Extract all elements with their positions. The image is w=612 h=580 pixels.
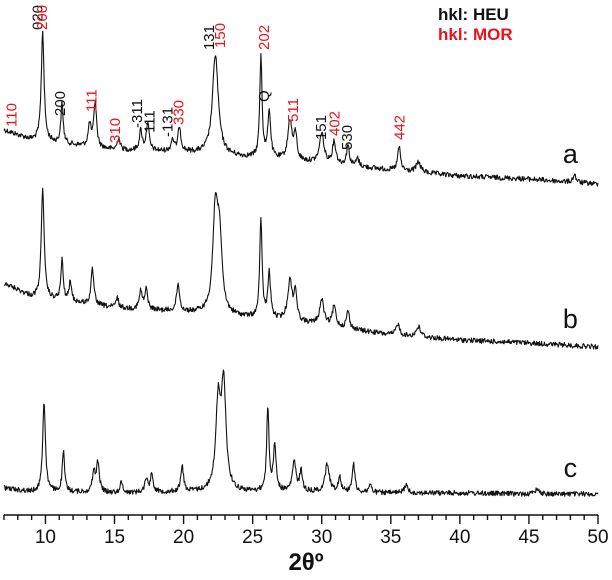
hkl-label: 530	[339, 125, 356, 150]
traces-group	[3, 30, 599, 497]
hkl-label: 111	[142, 110, 159, 133]
hkl-label: 202	[256, 25, 273, 50]
hkl-label: 511	[285, 98, 302, 122]
x-tick-label: 45	[518, 527, 539, 548]
x-tick-label: 15	[104, 527, 125, 548]
x-axis-label: 2θº	[288, 549, 323, 576]
trace-label-a: a	[563, 139, 579, 169]
legend-entry-heu: hkl: HEU	[438, 5, 509, 24]
hkl-label: 402	[327, 111, 344, 136]
trace-labels-group: a b c	[563, 139, 579, 483]
hkl-label: 151	[313, 115, 330, 140]
hkl-label: 020	[30, 5, 47, 30]
x-axis: 10 15 20 25 30 35 40 45 50	[3, 514, 609, 548]
hkl-label: 111	[84, 89, 101, 112]
x-tick-label: 20	[173, 527, 194, 548]
hkl-label: -131	[160, 107, 177, 137]
hkl-label: 442	[392, 115, 409, 140]
hkl-label: Q	[256, 90, 273, 102]
trace-b	[3, 187, 599, 350]
x-tick-label: 30	[311, 527, 332, 548]
x-tick-label: 35	[380, 527, 401, 548]
x-tick-label: 40	[449, 527, 470, 548]
hkl-label: 200	[34, 5, 51, 30]
trace-a	[3, 30, 599, 187]
hkl-label: 330	[171, 100, 188, 125]
x-tick-label: 25	[242, 527, 263, 548]
hkl-label: 310	[107, 118, 124, 143]
hkl-label: 150	[212, 23, 229, 48]
trace-label-b: b	[563, 304, 578, 334]
x-tick-label: 50	[587, 527, 608, 548]
trace-label-c: c	[564, 453, 578, 483]
x-tick-label: 10	[35, 527, 56, 548]
hkl-label: 131	[201, 25, 218, 50]
legend-entry-mor: hkl: MOR	[438, 25, 513, 44]
trace-c	[3, 369, 599, 497]
hkl-label: 200	[52, 91, 69, 116]
hkl-label: 110	[3, 103, 20, 127]
hkl-label: -311	[129, 99, 146, 128]
